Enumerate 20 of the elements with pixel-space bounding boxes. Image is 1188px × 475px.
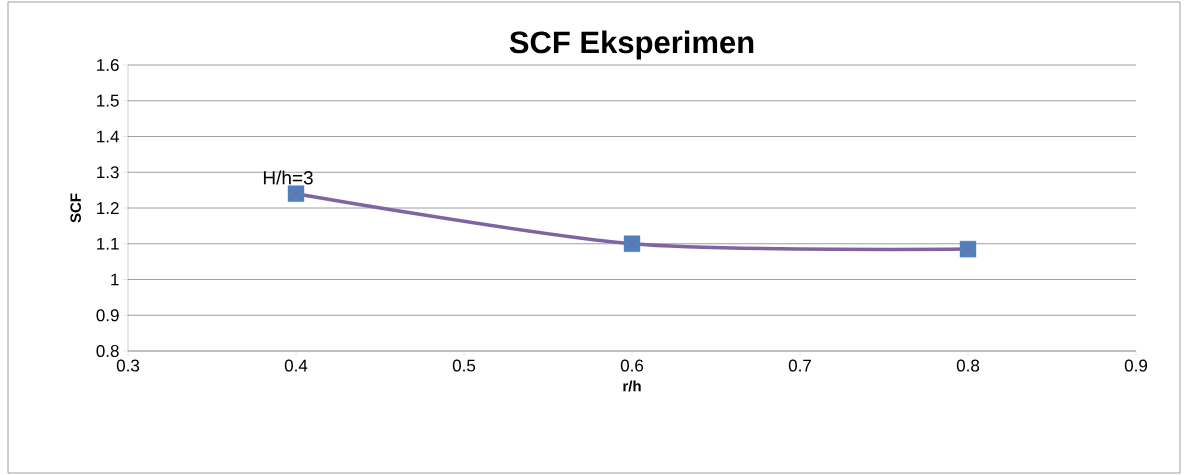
y-axis-title: SCF: [70, 193, 81, 223]
chart-title: SCF Eksperimen: [509, 30, 754, 60]
y-tick-label: 1.3: [97, 166, 119, 179]
annotation: H/h=3: [263, 170, 313, 185]
x-tick-label: 0.6: [620, 359, 644, 372]
y-tick-label: 0.8: [96, 344, 119, 358]
x-tick-label: 0.9: [1124, 359, 1148, 372]
y-tick-label: 0.9: [96, 309, 119, 322]
x-tick-label: 0.4: [284, 359, 308, 372]
y-tick-label: 1.2: [97, 202, 119, 214]
x-tick-label: 0.7: [788, 359, 811, 372]
y-tick-label: 1.6: [97, 58, 119, 72]
x-axis-title: r/h: [623, 380, 641, 392]
y-tick-label: 1.4: [97, 130, 119, 143]
y-tick-label: 1.1: [97, 237, 119, 250]
x-tick-label: 0.5: [452, 359, 476, 372]
x-tick-label: 0.8: [956, 359, 980, 372]
y-tick-label: 1.5: [97, 94, 119, 107]
x-tick-label: 0.3: [116, 359, 140, 372]
y-tick-label: 1: [111, 273, 119, 286]
